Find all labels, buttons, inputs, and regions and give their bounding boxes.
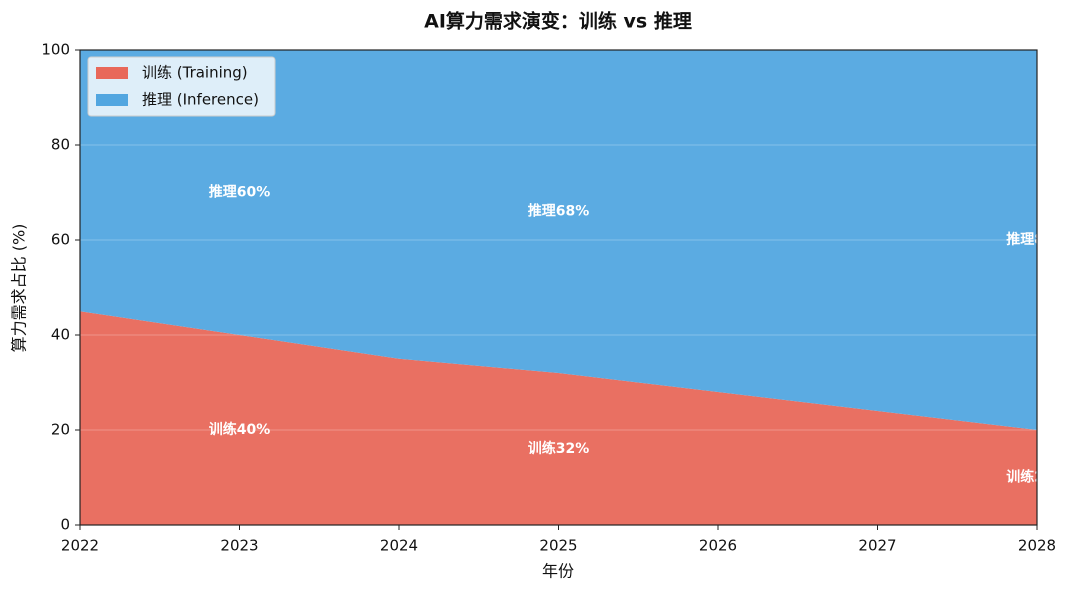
legend-swatch <box>96 94 128 106</box>
y-tick-label: 80 <box>51 136 70 154</box>
y-tick-label: 0 <box>60 516 70 534</box>
y-tick-label: 40 <box>51 326 70 344</box>
data-label: 推理68% <box>528 203 590 220</box>
x-tick-label: 2027 <box>858 537 896 555</box>
y-tick-label: 100 <box>41 41 70 59</box>
x-tick-label: 2026 <box>699 537 737 555</box>
data-label: 推理60% <box>209 184 271 201</box>
data-label: 训练32% <box>528 440 590 457</box>
x-tick-label: 2025 <box>539 537 577 555</box>
x-tick-label: 2024 <box>380 537 418 555</box>
plot-area: 训练40% 训练32% 训练20% 推理60% 推理68% 推理80% <box>80 50 1068 525</box>
y-axis-label: 算力需求占比 (%) <box>10 224 29 353</box>
legend-swatch <box>96 67 128 79</box>
area <box>80 311 1037 525</box>
overlay: 0 20 40 60 80 100 2022 2023 2024 2025 2026 2027 2028… <box>41 41 1056 555</box>
chart-title: AI算力需求演变：训练 vs 推理 <box>424 10 692 33</box>
area <box>80 50 1037 430</box>
x-tick-label: 2023 <box>220 537 258 555</box>
x-tick-label: 2022 <box>61 537 99 555</box>
y-tick-label: 20 <box>51 421 70 439</box>
x-tick-label: 2028 <box>1018 537 1056 555</box>
data-label: 训练20% <box>1006 469 1068 486</box>
legend-label: 推理 (Inference) <box>142 91 259 109</box>
plot-frame <box>79 49 1038 526</box>
x-axis-label: 年份 <box>542 562 574 581</box>
y-tick-label: 60 <box>51 231 70 249</box>
data-label: 推理80% <box>1006 231 1068 248</box>
legend-box <box>87 56 276 117</box>
data-label: 训练40% <box>209 421 271 438</box>
legend-label: 训练 (Training) <box>142 64 248 82</box>
